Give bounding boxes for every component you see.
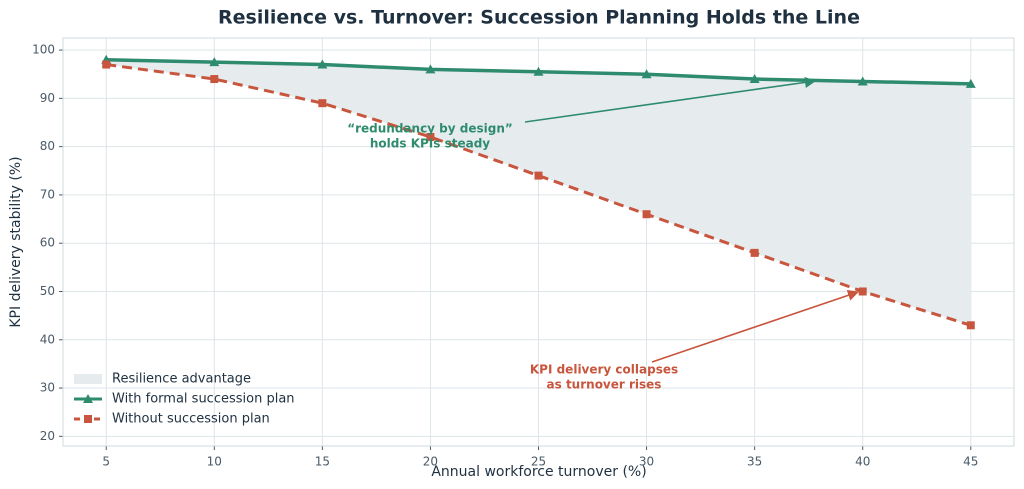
legend-label: With formal succession plan xyxy=(112,392,295,407)
fill-between xyxy=(106,59,971,326)
legend-label: Without succession plan xyxy=(112,412,270,427)
marker xyxy=(534,171,543,180)
y-tick-label: 40 xyxy=(40,332,55,346)
x-tick-label: 45 xyxy=(963,455,978,469)
x-tick-label: 30 xyxy=(639,455,654,469)
annotation-text: “redundancy by design” xyxy=(347,122,513,136)
marker xyxy=(642,210,651,219)
marker xyxy=(425,64,436,74)
x-axis-label: Annual workforce turnover (%) xyxy=(431,464,646,480)
y-axis-label: KPI delivery stability (%) xyxy=(8,156,24,327)
annotation-arrow xyxy=(651,289,860,363)
plot-frame xyxy=(62,37,1015,447)
series-line xyxy=(106,63,972,327)
x-tick-label: 5 xyxy=(102,455,110,469)
y-tick-label: 100 xyxy=(32,43,55,57)
marker xyxy=(533,66,544,76)
marker xyxy=(426,132,435,141)
marker xyxy=(965,78,976,88)
annotation-text: holds KPIs steady xyxy=(370,137,490,151)
marker xyxy=(209,57,220,67)
annotation-arrow xyxy=(524,76,817,123)
y-tick-label: 90 xyxy=(40,91,55,105)
y-tick-label: 70 xyxy=(40,187,55,201)
x-tick-label: 35 xyxy=(747,455,762,469)
x-tick-label: 10 xyxy=(207,455,222,469)
marker xyxy=(750,248,759,257)
x-tick-label: 20 xyxy=(423,455,438,469)
marker xyxy=(858,287,867,296)
x-tick-label: 40 xyxy=(855,455,870,469)
marker xyxy=(318,99,327,108)
y-tick-label: 80 xyxy=(40,139,55,153)
marker xyxy=(966,321,975,330)
marker xyxy=(210,75,219,84)
x-tick-label: 15 xyxy=(315,455,330,469)
annotation-text: as turnover rises xyxy=(547,378,662,392)
marker xyxy=(102,60,111,69)
y-tick-label: 20 xyxy=(40,429,55,443)
y-tick-label: 60 xyxy=(40,236,55,250)
marker xyxy=(641,69,652,79)
annotation-text: KPI delivery collapses xyxy=(530,363,678,377)
y-tick-label: 30 xyxy=(40,381,55,395)
marker xyxy=(857,76,868,86)
legend-swatch xyxy=(74,374,102,384)
x-tick-label: 25 xyxy=(531,455,546,469)
y-tick-label: 50 xyxy=(40,284,55,298)
marker xyxy=(749,74,760,84)
legend-marker xyxy=(84,415,92,423)
legend-marker xyxy=(83,394,93,403)
legend-label: Resilience advantage xyxy=(112,372,251,387)
marker xyxy=(317,59,328,69)
chart-title: Resilience vs. Turnover: Succession Plan… xyxy=(218,7,860,29)
